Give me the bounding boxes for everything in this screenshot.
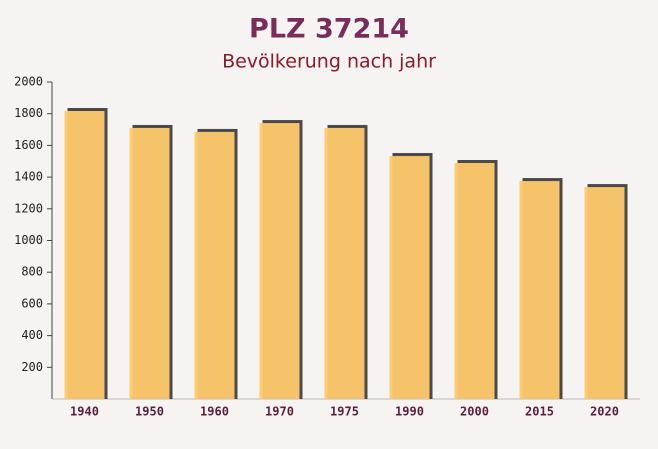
chart-subtitle: Bevölkerung nach jahr — [222, 51, 436, 73]
x-tick-label: 1960 — [200, 405, 229, 419]
y-tick-label: 800 — [21, 265, 43, 279]
y-tick-label: 400 — [21, 328, 43, 342]
x-tick-label: 1990 — [395, 405, 424, 419]
bar — [259, 123, 300, 399]
x-tick-label: 2000 — [460, 405, 489, 419]
bar — [454, 162, 495, 399]
bar — [519, 181, 560, 399]
y-tick-label: 2000 — [14, 75, 43, 89]
y-tick-label: 600 — [21, 296, 43, 310]
bar — [194, 131, 235, 400]
y-tick-label: 1000 — [14, 233, 43, 247]
x-tick-label: 2015 — [525, 405, 554, 419]
chart-title: PLZ 37214 — [249, 14, 409, 45]
bar — [584, 187, 625, 399]
y-tick-label: 1400 — [14, 170, 43, 184]
y-tick-label: 1600 — [14, 138, 43, 152]
bar — [389, 156, 430, 399]
x-tick-label: 1975 — [330, 405, 359, 419]
x-tick-label: 1970 — [265, 405, 294, 419]
y-tick-label: 1200 — [14, 201, 43, 215]
x-tick-label: 2020 — [590, 405, 619, 419]
bar — [64, 111, 105, 400]
x-tick-label: 1950 — [135, 405, 164, 419]
bar — [324, 127, 365, 399]
y-tick-label: 1800 — [14, 106, 43, 120]
bar — [129, 127, 170, 399]
y-tick-label: 200 — [21, 360, 43, 374]
x-tick-label: 1940 — [70, 405, 99, 419]
